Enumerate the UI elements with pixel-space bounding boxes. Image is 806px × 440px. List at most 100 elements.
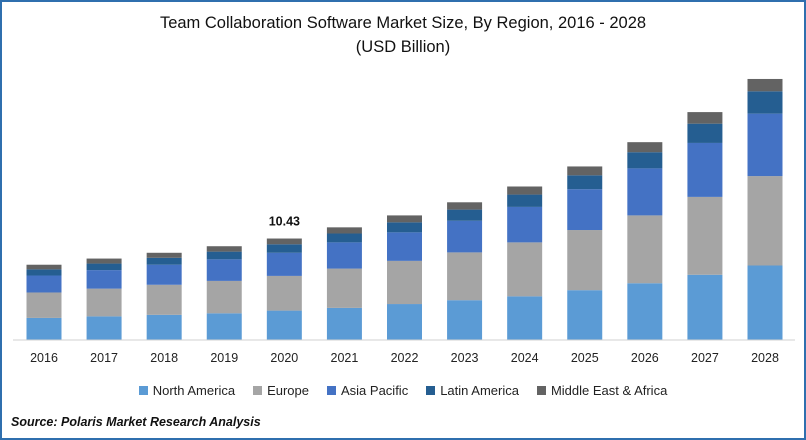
bar-segment-2024-middle-east-africa: [507, 186, 543, 195]
bar-segment-2023-middle-east-africa: [447, 202, 483, 210]
x-tick-label-2023: 2023: [451, 351, 479, 365]
bar-segment-2025-europe: [567, 230, 603, 291]
legend-swatch-north-america: [138, 386, 148, 395]
bar-segment-2016-latin-america: [26, 269, 62, 276]
bar-segment-2017-europe: [86, 288, 122, 317]
bar-segment-2024-north-america: [507, 296, 543, 340]
legend-swatch-middle-east-africa: [536, 386, 546, 395]
bar-segment-2025-middle-east-africa: [567, 166, 603, 176]
bar-segment-2028-middle-east-africa: [747, 78, 783, 92]
chart-legend: North America Europe Asia Pacific Latin Ame…: [2, 383, 804, 398]
bar-segment-2026-europe: [627, 215, 663, 284]
bar-segment-2020-middle-east-africa: [266, 238, 302, 245]
bar-segment-2026-latin-america: [627, 152, 663, 169]
legend-swatch-latin-america: [426, 386, 436, 395]
bar-segment-2019-europe: [206, 280, 242, 314]
legend-item-north-america: North America: [138, 383, 236, 398]
bar-segment-2026-north-america: [627, 283, 663, 340]
x-tick-label-2016: 2016: [30, 351, 58, 365]
x-tick-label-2024: 2024: [511, 351, 539, 365]
bar-segment-2021-asia-pacific: [326, 242, 362, 269]
bar-segment-2021-north-america: [326, 307, 362, 340]
bar-segment-2023-latin-america: [447, 209, 483, 221]
bar-segment-2019-asia-pacific: [206, 259, 242, 281]
x-tick-label-2019: 2019: [210, 351, 238, 365]
x-tick-label-2017: 2017: [90, 351, 118, 365]
bar-segment-2027-asia-pacific: [687, 142, 723, 197]
x-tick-label-2027: 2027: [691, 351, 719, 365]
bar-segment-2024-europe: [507, 242, 543, 297]
bar-segment-2017-middle-east-africa: [86, 258, 122, 264]
bar-segment-2023-asia-pacific: [447, 220, 483, 253]
bar-segment-2025-asia-pacific: [567, 189, 603, 231]
legend-label-asia-pacific: Asia Pacific: [341, 383, 409, 398]
bar-segment-2018-middle-east-africa: [146, 252, 182, 258]
bar-segment-2020-north-america: [266, 310, 302, 340]
bar-segment-2017-north-america: [86, 316, 122, 340]
bar-segment-2018-north-america: [146, 314, 182, 340]
bar-segment-2017-latin-america: [86, 263, 122, 271]
bar-segment-2023-europe: [447, 252, 483, 301]
bar-segment-2018-latin-america: [146, 257, 182, 265]
bar-segment-2022-asia-pacific: [387, 232, 422, 261]
bar-segment-2018-europe: [146, 284, 182, 315]
bar-segment-2016-europe: [26, 292, 62, 318]
x-tick-label-2021: 2021: [331, 351, 359, 365]
bar-segment-2022-north-america: [387, 304, 422, 340]
bar-segment-2026-asia-pacific: [627, 168, 663, 216]
bar-segment-2016-asia-pacific: [26, 275, 62, 293]
source-note: Source: Polaris Market Research Analysis: [11, 415, 261, 429]
bar-segment-2022-latin-america: [387, 222, 422, 233]
bar-segment-2026-middle-east-africa: [627, 142, 663, 153]
legend-label-europe: Europe: [267, 383, 309, 398]
bar-segment-2028-europe: [747, 176, 783, 266]
bar-segment-2024-asia-pacific: [507, 206, 543, 243]
chart-title: Team Collaboration Software Market Size,…: [159, 14, 647, 32]
chart-subtitle: (USD Billion): [355, 38, 451, 56]
bar-segment-2016-north-america: [26, 317, 62, 340]
bar-segment-2019-middle-east-africa: [206, 246, 242, 252]
bar-segment-2017-asia-pacific: [86, 270, 122, 289]
legend-item-latin-america: Latin America: [426, 383, 519, 398]
bar-segment-2021-latin-america: [326, 233, 362, 243]
legend-swatch-asia-pacific: [327, 386, 336, 395]
bar-segment-2025-latin-america: [567, 175, 603, 190]
bar-segment-2020-latin-america: [266, 244, 302, 253]
bar-segment-2028-north-america: [747, 265, 783, 340]
bar-segment-2027-middle-east-africa: [687, 112, 723, 124]
bar-segment-2019-latin-america: [206, 251, 242, 260]
legend-label-latin-america: Latin America: [440, 383, 519, 398]
bar-segment-2024-latin-america: [507, 194, 543, 207]
bar-segment-2021-middle-east-africa: [326, 227, 362, 234]
bar-segment-2022-middle-east-africa: [387, 215, 422, 223]
bar-segment-2028-latin-america: [747, 91, 783, 114]
legend-item-europe: Europe: [253, 383, 309, 398]
legend-label-middle-east-africa: Middle East & Africa: [550, 383, 668, 398]
legend-item-middle-east-africa: Middle East & Africa: [536, 383, 668, 398]
bar-segment-2020-europe: [266, 275, 302, 311]
x-tick-label-2020: 2020: [270, 351, 298, 365]
data-label-2020: 10.43: [269, 215, 300, 229]
bar-segment-2019-north-america: [206, 313, 242, 340]
x-tick-label-2018: 2018: [150, 351, 178, 365]
legend-item-asia-pacific: Asia Pacific: [327, 383, 408, 398]
bar-segment-2027-north-america: [687, 274, 723, 340]
legend-label-north-america: North America: [152, 383, 236, 398]
bar-segment-2021-europe: [326, 268, 362, 308]
bar-segment-2025-north-america: [567, 290, 603, 340]
x-tick-label-2028: 2028: [751, 351, 779, 365]
bar-segment-2016-middle-east-africa: [26, 264, 62, 270]
bar-segment-2023-north-america: [447, 300, 483, 340]
x-tick-label-2025: 2025: [571, 351, 599, 365]
bar-segment-2028-asia-pacific: [747, 113, 783, 177]
bar-segment-2027-latin-america: [687, 123, 723, 143]
legend-swatch-europe: [253, 386, 263, 395]
x-tick-label-2022: 2022: [391, 351, 419, 365]
bar-segment-2018-asia-pacific: [146, 264, 182, 285]
bar-segment-2027-europe: [687, 196, 723, 275]
bar-segment-2020-asia-pacific: [266, 252, 302, 276]
bar-segment-2022-europe: [387, 260, 422, 305]
x-tick-label-2026: 2026: [631, 351, 659, 365]
